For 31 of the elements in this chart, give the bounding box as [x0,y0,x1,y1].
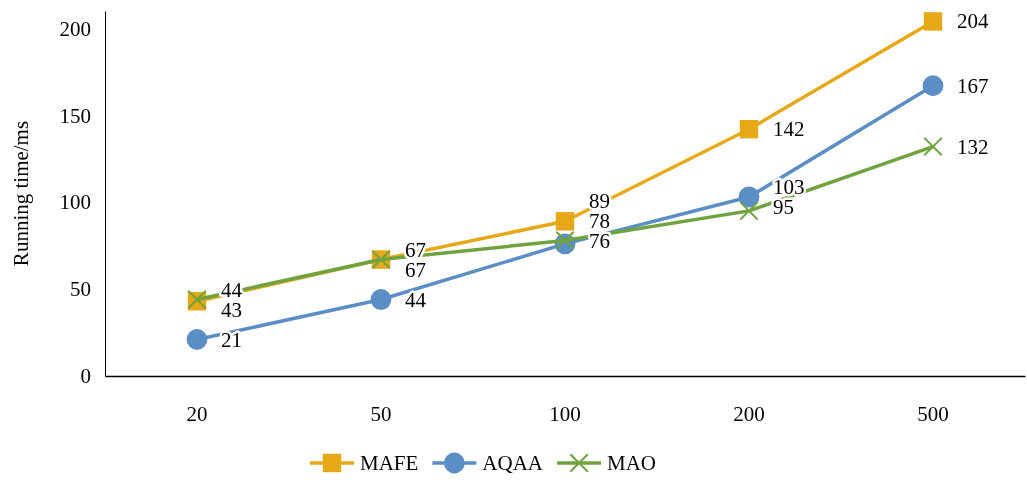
y-tick-label: 50 [70,277,91,302]
point [370,289,392,310]
x-tick-label: 50 [370,401,392,426]
data-label: 132 [957,134,989,159]
y-tick-label: 0 [80,364,91,389]
point [923,136,943,157]
legend-label: MAFE [360,451,419,475]
point [923,12,943,31]
data-label: 142 [773,117,805,142]
data-label: 67 [405,257,426,282]
y-tick-label: 100 [59,190,91,215]
y-axis-title: Running time/ms [9,120,33,267]
x-tick-label: 500 [917,401,949,426]
legend-label: AQAA [482,451,544,475]
x-tick-label: 100 [549,401,581,426]
point [739,119,759,139]
x-tick-label: 20 [186,401,208,426]
data-label: 44 [405,287,427,312]
x-tick-label: 200 [733,401,765,426]
data-label: 21 [221,327,242,352]
data-label: 43 [221,297,242,322]
point [738,186,760,208]
point [555,212,575,231]
point [922,75,944,97]
legend-label: MAO [607,451,657,475]
y-tick-label: 200 [59,16,91,41]
point [739,201,759,221]
data-label: 204 [957,9,989,34]
y-tick-label: 150 [59,103,91,128]
data-label: 167 [957,73,989,98]
point [186,329,208,350]
